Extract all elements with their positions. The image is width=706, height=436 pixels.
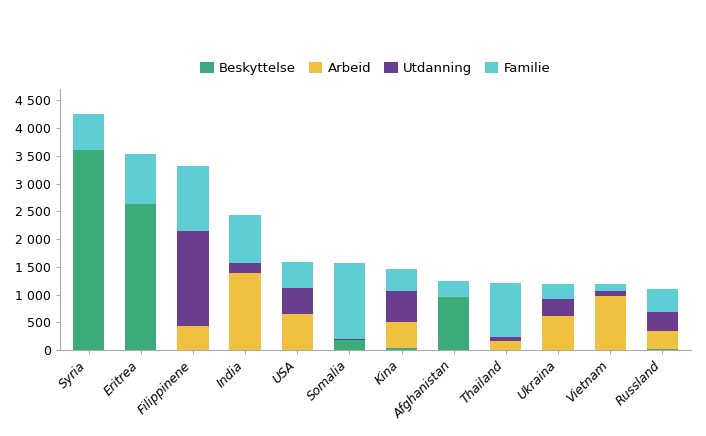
Bar bbox=[125, 153, 157, 204]
Bar bbox=[438, 281, 469, 297]
Bar bbox=[594, 291, 626, 296]
Bar bbox=[334, 340, 365, 350]
Bar bbox=[542, 316, 574, 350]
Bar bbox=[334, 262, 365, 340]
Bar bbox=[542, 299, 574, 316]
Bar bbox=[647, 290, 678, 312]
Bar bbox=[386, 269, 417, 291]
Bar bbox=[490, 341, 522, 350]
Bar bbox=[647, 331, 678, 349]
Bar bbox=[647, 312, 678, 331]
Bar bbox=[177, 167, 208, 231]
Bar bbox=[542, 284, 574, 299]
Bar bbox=[125, 204, 157, 350]
Bar bbox=[490, 283, 522, 337]
Bar bbox=[386, 322, 417, 348]
Bar bbox=[177, 326, 208, 350]
Bar bbox=[490, 337, 522, 341]
Bar bbox=[647, 349, 678, 350]
Bar bbox=[73, 114, 104, 150]
Bar bbox=[386, 291, 417, 322]
Bar bbox=[73, 150, 104, 350]
Bar bbox=[282, 288, 313, 314]
Bar bbox=[594, 296, 626, 350]
Legend: Beskyttelse, Arbeid, Utdanning, Familie: Beskyttelse, Arbeid, Utdanning, Familie bbox=[195, 57, 556, 80]
Bar bbox=[386, 348, 417, 350]
Bar bbox=[229, 273, 261, 350]
Bar bbox=[594, 284, 626, 291]
Bar bbox=[282, 314, 313, 350]
Bar bbox=[229, 215, 261, 263]
Bar bbox=[282, 262, 313, 288]
Bar bbox=[177, 231, 208, 326]
Bar bbox=[229, 263, 261, 273]
Bar bbox=[438, 297, 469, 350]
